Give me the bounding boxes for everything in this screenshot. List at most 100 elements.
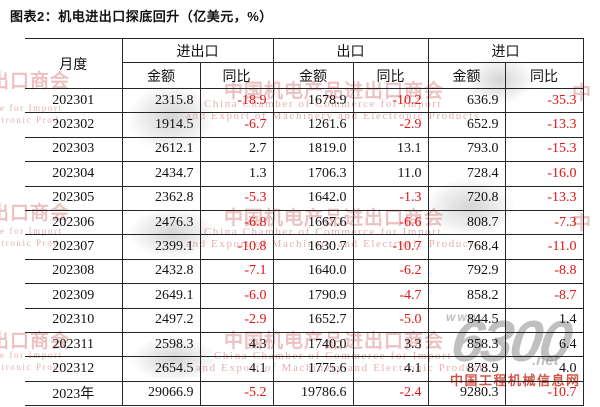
yoy-cell: 4.0 bbox=[504, 356, 584, 382]
amount-cell: 2598.3 bbox=[121, 331, 200, 357]
header-amount: 金额 bbox=[427, 62, 505, 89]
month-cell: 202303 bbox=[25, 136, 122, 162]
amount-cell: 720.8 bbox=[427, 185, 505, 211]
amount-cell: 636.9 bbox=[427, 87, 505, 113]
month-cell: 202304 bbox=[25, 161, 122, 187]
table-row: 202311 2598.3 4.3 1740.0 3.3 858.3 6.4 bbox=[25, 331, 584, 357]
amount-cell: 1790.9 bbox=[272, 283, 353, 309]
yoy-cell: 4.1 bbox=[199, 356, 273, 382]
table-row: 202303 2612.1 2.7 1819.0 13.1 793.0 -15.3 bbox=[25, 136, 584, 162]
month-cell: 2023年 bbox=[25, 380, 122, 407]
table-row: 202308 2432.8 -7.1 1640.0 -6.2 792.9 -8.8 bbox=[25, 258, 584, 284]
table-row: 202309 2649.1 -6.0 1790.9 -4.7 858.2 -8.7 bbox=[25, 283, 584, 309]
amount-cell: 768.4 bbox=[427, 234, 505, 260]
yoy-cell: -5.0 bbox=[352, 307, 428, 333]
table-row: 202305 2362.8 -5.3 1642.0 -1.3 720.8 -13.3 bbox=[25, 185, 584, 211]
amount-cell: 808.7 bbox=[427, 209, 505, 235]
figure-title: 图表2：机电进出口探底回升（亿美元，%） bbox=[10, 9, 273, 24]
month-cell: 202310 bbox=[25, 307, 122, 333]
month-cell: 202312 bbox=[25, 356, 122, 382]
yoy-cell: -6.8 bbox=[199, 209, 273, 235]
yoy-cell: 4.1 bbox=[352, 356, 428, 382]
yoy-cell: -13.3 bbox=[504, 185, 584, 211]
amount-cell: 1819.0 bbox=[272, 136, 353, 162]
amount-cell: 1667.6 bbox=[272, 209, 353, 235]
yoy-cell: -2.4 bbox=[352, 380, 428, 407]
yoy-cell: -6.2 bbox=[352, 258, 428, 284]
amount-cell: 2432.8 bbox=[121, 258, 200, 284]
header-group-import-export: 进出口 bbox=[121, 38, 273, 63]
month-cell: 202305 bbox=[25, 185, 122, 211]
yoy-cell: -7.1 bbox=[199, 258, 273, 284]
amount-cell: 1706.3 bbox=[272, 161, 353, 187]
amount-cell: 878.9 bbox=[427, 356, 505, 382]
amount-cell: 29066.9 bbox=[121, 380, 200, 407]
table-row: 202304 2434.7 1.3 1706.3 11.0 728.4 -16.0 bbox=[25, 161, 584, 187]
table-body: 202301 2315.8 -18.9 1678.9 -10.2 636.9 -35.3 20… bbox=[25, 87, 584, 407]
amount-cell: 1740.0 bbox=[272, 331, 353, 357]
yoy-cell: -13.3 bbox=[504, 112, 584, 138]
table-row: 2023年 29066.9 -5.2 19786.6 -2.4 9280.3 -10.7 bbox=[25, 380, 584, 407]
yoy-cell: -1.3 bbox=[352, 185, 428, 211]
data-table: 月度 进出口 出口 进口 金额 同比 金额 同比 金额 同比 202301 231… bbox=[25, 38, 584, 407]
yoy-cell: 6.4 bbox=[504, 331, 584, 357]
header-group-import: 进口 bbox=[427, 38, 584, 63]
yoy-cell: 3.3 bbox=[352, 331, 428, 357]
yoy-cell: -10.8 bbox=[199, 234, 273, 260]
amount-cell: 2315.8 bbox=[121, 87, 200, 113]
amount-cell: 2362.8 bbox=[121, 185, 200, 211]
yoy-cell: -5.3 bbox=[199, 185, 273, 211]
yoy-cell: -10.7 bbox=[504, 380, 584, 407]
yoy-cell: 1.3 bbox=[199, 161, 273, 187]
yoy-cell: -6.7 bbox=[199, 112, 273, 138]
amount-cell: 1630.7 bbox=[272, 234, 353, 260]
month-cell: 202309 bbox=[25, 283, 122, 309]
header-yoy: 同比 bbox=[352, 62, 428, 89]
yoy-cell: -2.9 bbox=[352, 112, 428, 138]
amount-cell: 9280.3 bbox=[427, 380, 505, 407]
amount-cell: 2612.1 bbox=[121, 136, 200, 162]
table-row: 202312 2654.5 4.1 1775.6 4.1 878.9 4.0 bbox=[25, 356, 584, 382]
amount-cell: 1775.6 bbox=[272, 356, 353, 382]
amount-cell: 2497.2 bbox=[121, 307, 200, 333]
amount-cell: 844.5 bbox=[427, 307, 505, 333]
amount-cell: 2476.3 bbox=[121, 209, 200, 235]
header-yoy: 同比 bbox=[504, 62, 584, 89]
header-month: 月度 bbox=[25, 38, 122, 89]
amount-cell: 1642.0 bbox=[272, 185, 353, 211]
amount-cell: 2434.7 bbox=[121, 161, 200, 187]
amount-cell: 1261.6 bbox=[272, 112, 353, 138]
amount-cell: 652.9 bbox=[427, 112, 505, 138]
amount-cell: 858.3 bbox=[427, 331, 505, 357]
yoy-cell: -2.9 bbox=[199, 307, 273, 333]
yoy-cell: 13.1 bbox=[352, 136, 428, 162]
amount-cell: 792.9 bbox=[427, 258, 505, 284]
amount-cell: 1914.5 bbox=[121, 112, 200, 138]
amount-cell: 2654.5 bbox=[121, 356, 200, 382]
month-cell: 202302 bbox=[25, 112, 122, 138]
header-amount: 金额 bbox=[121, 62, 200, 89]
yoy-cell: -16.0 bbox=[504, 161, 584, 187]
amount-cell: 2649.1 bbox=[121, 283, 200, 309]
amount-cell: 793.0 bbox=[427, 136, 505, 162]
yoy-cell: -6.6 bbox=[352, 209, 428, 235]
amount-cell: 1640.0 bbox=[272, 258, 353, 284]
amount-cell: 19786.6 bbox=[272, 380, 353, 407]
table-row: 202310 2497.2 -2.9 1652.7 -5.0 844.5 1.4 bbox=[25, 307, 584, 333]
yoy-cell: -10.7 bbox=[352, 234, 428, 260]
yoy-cell: -11.0 bbox=[504, 234, 584, 260]
yoy-cell: -6.0 bbox=[199, 283, 273, 309]
month-cell: 202308 bbox=[25, 258, 122, 284]
yoy-cell: -35.3 bbox=[504, 87, 584, 113]
yoy-cell: -10.2 bbox=[352, 87, 428, 113]
yoy-cell: -18.9 bbox=[199, 87, 273, 113]
amount-cell: 2399.1 bbox=[121, 234, 200, 260]
yoy-cell: 11.0 bbox=[352, 161, 428, 187]
month-cell: 202306 bbox=[25, 209, 122, 235]
header-yoy: 同比 bbox=[199, 62, 273, 89]
header-group-export: 出口 bbox=[272, 38, 428, 63]
table-row: 202301 2315.8 -18.9 1678.9 -10.2 636.9 -35.3 bbox=[25, 87, 584, 113]
month-cell: 202311 bbox=[25, 331, 122, 357]
yoy-cell: -5.2 bbox=[199, 380, 273, 407]
